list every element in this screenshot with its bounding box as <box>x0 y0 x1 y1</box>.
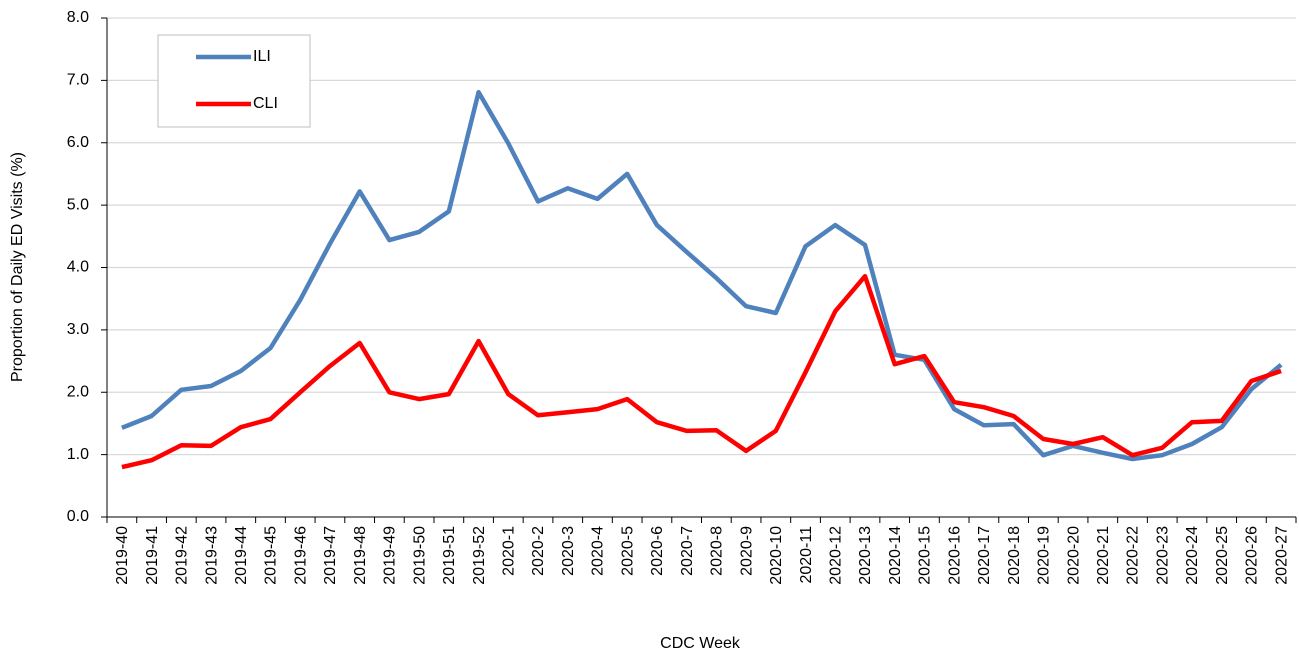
x-tick-label: 2019-51 <box>441 526 458 585</box>
y-tick-label: 1.0 <box>67 446 89 463</box>
series-line <box>121 89 1283 462</box>
x-tick-label: 2020-13 <box>857 526 874 585</box>
x-tick-label: 2020-1 <box>501 526 518 576</box>
x-axis-title: CDC Week <box>660 635 741 652</box>
y-axis-title: Proportion of Daily ED Visits (%) <box>9 152 26 382</box>
x-tick-label: 2020-2 <box>530 526 547 576</box>
x-tick-label: 2019-52 <box>471 526 488 585</box>
x-tick-label: 2020-14 <box>887 526 904 585</box>
x-tick-label: 2020-21 <box>1095 526 1112 585</box>
y-tick-label: 8.0 <box>67 9 89 26</box>
x-tick-label: 2019-49 <box>382 526 399 585</box>
x-tick-label: 2020-17 <box>976 526 993 585</box>
legend-label: CLI <box>253 95 278 112</box>
x-tick-label: 2020-16 <box>946 526 963 585</box>
x-tick-label: 2019-43 <box>203 526 220 585</box>
x-tick-label: 2020-5 <box>619 526 636 576</box>
x-tick-label: 2020-4 <box>590 526 607 576</box>
x-tick-label: 2020-8 <box>709 526 726 576</box>
x-tick-label: 2020-23 <box>1154 526 1171 585</box>
x-tick-label: 2020-25 <box>1214 526 1231 585</box>
x-tick-label: 2020-9 <box>738 526 755 576</box>
y-tick-label: 2.0 <box>67 383 89 400</box>
y-tick-label: 3.0 <box>67 321 89 338</box>
legend-label: ILI <box>253 48 271 65</box>
y-tick-label: 0.0 <box>67 508 89 525</box>
series-line <box>121 273 1282 470</box>
x-tick-label: 2020-12 <box>827 526 844 585</box>
x-tick-label: 2020-7 <box>679 526 696 576</box>
y-tick-label: 6.0 <box>67 134 89 151</box>
x-tick-label: 2020-11 <box>798 526 815 584</box>
legend-box <box>157 34 311 128</box>
x-tick-label: 2020-10 <box>768 526 785 585</box>
x-tick-label: 2020-20 <box>1065 526 1082 585</box>
y-tick-label: 5.0 <box>67 196 89 213</box>
x-tick-label: 2020-19 <box>1036 526 1053 585</box>
x-tick-label: 2019-50 <box>411 526 428 585</box>
x-tick-label: 2019-45 <box>263 526 280 585</box>
x-tick-label: 2020-3 <box>560 526 577 576</box>
x-tick-label: 2019-40 <box>114 526 131 585</box>
x-tick-label: 2019-47 <box>322 526 339 585</box>
x-tick-label: 2019-48 <box>352 526 369 585</box>
x-tick-label: 2020-6 <box>649 526 666 576</box>
x-tick-label: 2019-41 <box>144 526 161 585</box>
x-tick-label: 2020-22 <box>1125 526 1142 585</box>
x-tick-label: 2020-26 <box>1244 526 1261 585</box>
x-tick-label: 2020-18 <box>1006 526 1023 585</box>
x-tick-label: 2019-44 <box>233 526 250 585</box>
x-tick-label: 2019-42 <box>174 526 191 585</box>
x-tick-label: 2020-24 <box>1184 526 1201 585</box>
y-tick-label: 7.0 <box>67 72 89 89</box>
x-tick-label: 2020-15 <box>917 526 934 585</box>
y-tick-label: 4.0 <box>67 259 89 276</box>
x-tick-label: 2019-46 <box>292 526 309 585</box>
x-tick-label: 2020-27 <box>1273 526 1290 585</box>
